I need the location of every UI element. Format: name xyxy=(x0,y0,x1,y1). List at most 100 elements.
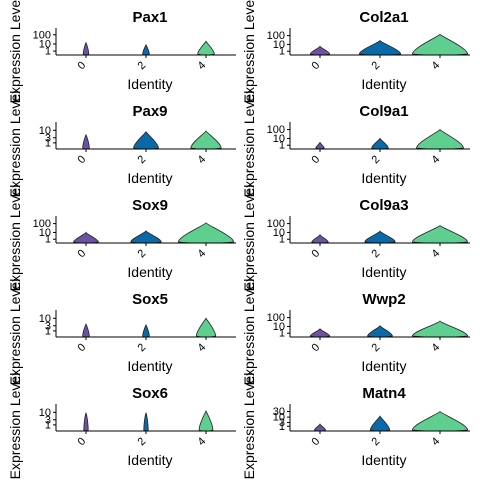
violin-2 xyxy=(133,130,159,150)
x-tick-label: 4 xyxy=(429,341,442,354)
y-tick-label: 3 xyxy=(45,414,51,426)
x-tick-label: 0 xyxy=(75,153,88,166)
violin-2 xyxy=(130,230,162,244)
y-axis-label: Expression Level xyxy=(7,185,23,292)
y-tick-label: 1 xyxy=(279,140,285,152)
y-tick-label: 100 xyxy=(33,29,51,41)
x-tick-label: 0 xyxy=(309,341,322,354)
x-axis-label: Identity xyxy=(361,452,406,468)
y-axis-label: Expression Level xyxy=(241,373,257,480)
violin-4 xyxy=(190,130,222,150)
violin-4 xyxy=(411,410,469,432)
x-tick-label: 4 xyxy=(429,247,442,260)
x-tick-label: 4 xyxy=(195,435,208,448)
violin-4 xyxy=(198,410,214,432)
x-tick-label: 0 xyxy=(309,59,322,72)
y-tick-label: 1 xyxy=(279,421,285,433)
x-tick-label: 2 xyxy=(369,153,382,166)
violin-0 xyxy=(309,327,331,338)
violin-4 xyxy=(411,224,469,244)
y-tick-label: 100 xyxy=(267,312,285,324)
x-tick-label: 0 xyxy=(309,435,322,448)
y-tick-label: 10 xyxy=(39,39,51,51)
violin-2 xyxy=(371,137,389,150)
violin-0 xyxy=(315,141,325,150)
violin-2 xyxy=(364,230,396,244)
y-tick-label: 30 xyxy=(273,406,285,418)
y-tick-label: 100 xyxy=(33,218,51,230)
violin-0 xyxy=(82,323,90,338)
x-axis-label: Identity xyxy=(127,452,172,468)
y-axis-label: Expression Level xyxy=(241,0,257,103)
y-tick-label: 10 xyxy=(273,412,285,424)
y-tick-label: 1 xyxy=(45,46,51,58)
violin-0 xyxy=(311,233,329,244)
x-axis-label: Identity xyxy=(127,358,172,374)
y-tick-label: 3 xyxy=(45,320,51,332)
violin-0 xyxy=(314,423,326,432)
y-axis-label: Expression Level xyxy=(241,91,257,198)
y-tick-label: 1 xyxy=(45,419,51,431)
x-tick-label: 4 xyxy=(195,153,208,166)
y-tick-label: 100 xyxy=(267,218,285,230)
y-tick-label: 1 xyxy=(45,137,51,149)
x-tick-label: 4 xyxy=(429,59,442,72)
y-axis-label: Expression Level xyxy=(241,185,257,292)
chart-title: Col2a1 xyxy=(359,9,408,26)
x-tick-label: 4 xyxy=(195,59,208,72)
chart-title: Wwp2 xyxy=(362,291,405,308)
x-tick-label: 2 xyxy=(135,59,148,72)
y-tick-label: 3 xyxy=(45,132,51,144)
x-tick-label: 2 xyxy=(135,153,148,166)
y-tick-label: 3 xyxy=(279,417,285,429)
y-tick-label: 10 xyxy=(39,313,51,325)
y-axis-label: Expression Level xyxy=(7,91,23,198)
x-tick-label: 4 xyxy=(429,153,442,166)
y-tick-label: 1 xyxy=(279,234,285,246)
chart-title: Pax1 xyxy=(132,9,167,26)
chart-title: Pax9 xyxy=(132,103,167,120)
y-tick-label: 10 xyxy=(39,227,51,239)
violin-4 xyxy=(197,40,215,56)
x-tick-label: 4 xyxy=(195,341,208,354)
x-tick-label: 4 xyxy=(429,435,442,448)
x-tick-label: 0 xyxy=(309,247,322,260)
violin-0 xyxy=(82,41,90,56)
violin-4 xyxy=(177,222,235,244)
violin-2 xyxy=(369,415,391,432)
y-tick-label: 10 xyxy=(273,227,285,239)
y-tick-label: 100 xyxy=(267,124,285,136)
y-axis-label: Expression Level xyxy=(7,279,23,386)
y-tick-label: 10 xyxy=(39,407,51,419)
violin-0 xyxy=(82,133,90,150)
y-axis-label: Expression Level xyxy=(241,279,257,386)
violin-4 xyxy=(195,317,217,338)
y-tick-label: 1 xyxy=(279,328,285,340)
violin-0 xyxy=(83,412,89,432)
x-tick-label: 2 xyxy=(135,247,148,260)
violin-2 xyxy=(142,323,150,338)
y-axis-label: Expression Level xyxy=(7,373,23,480)
x-axis-label: Identity xyxy=(127,76,172,92)
violin-2 xyxy=(358,39,402,56)
x-tick-label: 0 xyxy=(75,59,88,72)
violin-4 xyxy=(416,128,464,150)
y-axis-label: Expression Level xyxy=(7,0,23,103)
y-tick-label: 1 xyxy=(45,325,51,337)
x-tick-label: 2 xyxy=(135,341,148,354)
violin-4 xyxy=(411,320,469,338)
x-tick-label: 2 xyxy=(369,435,382,448)
x-tick-label: 2 xyxy=(369,341,382,354)
y-tick-label: 100 xyxy=(267,30,285,42)
chart-title: Sox5 xyxy=(132,291,168,308)
